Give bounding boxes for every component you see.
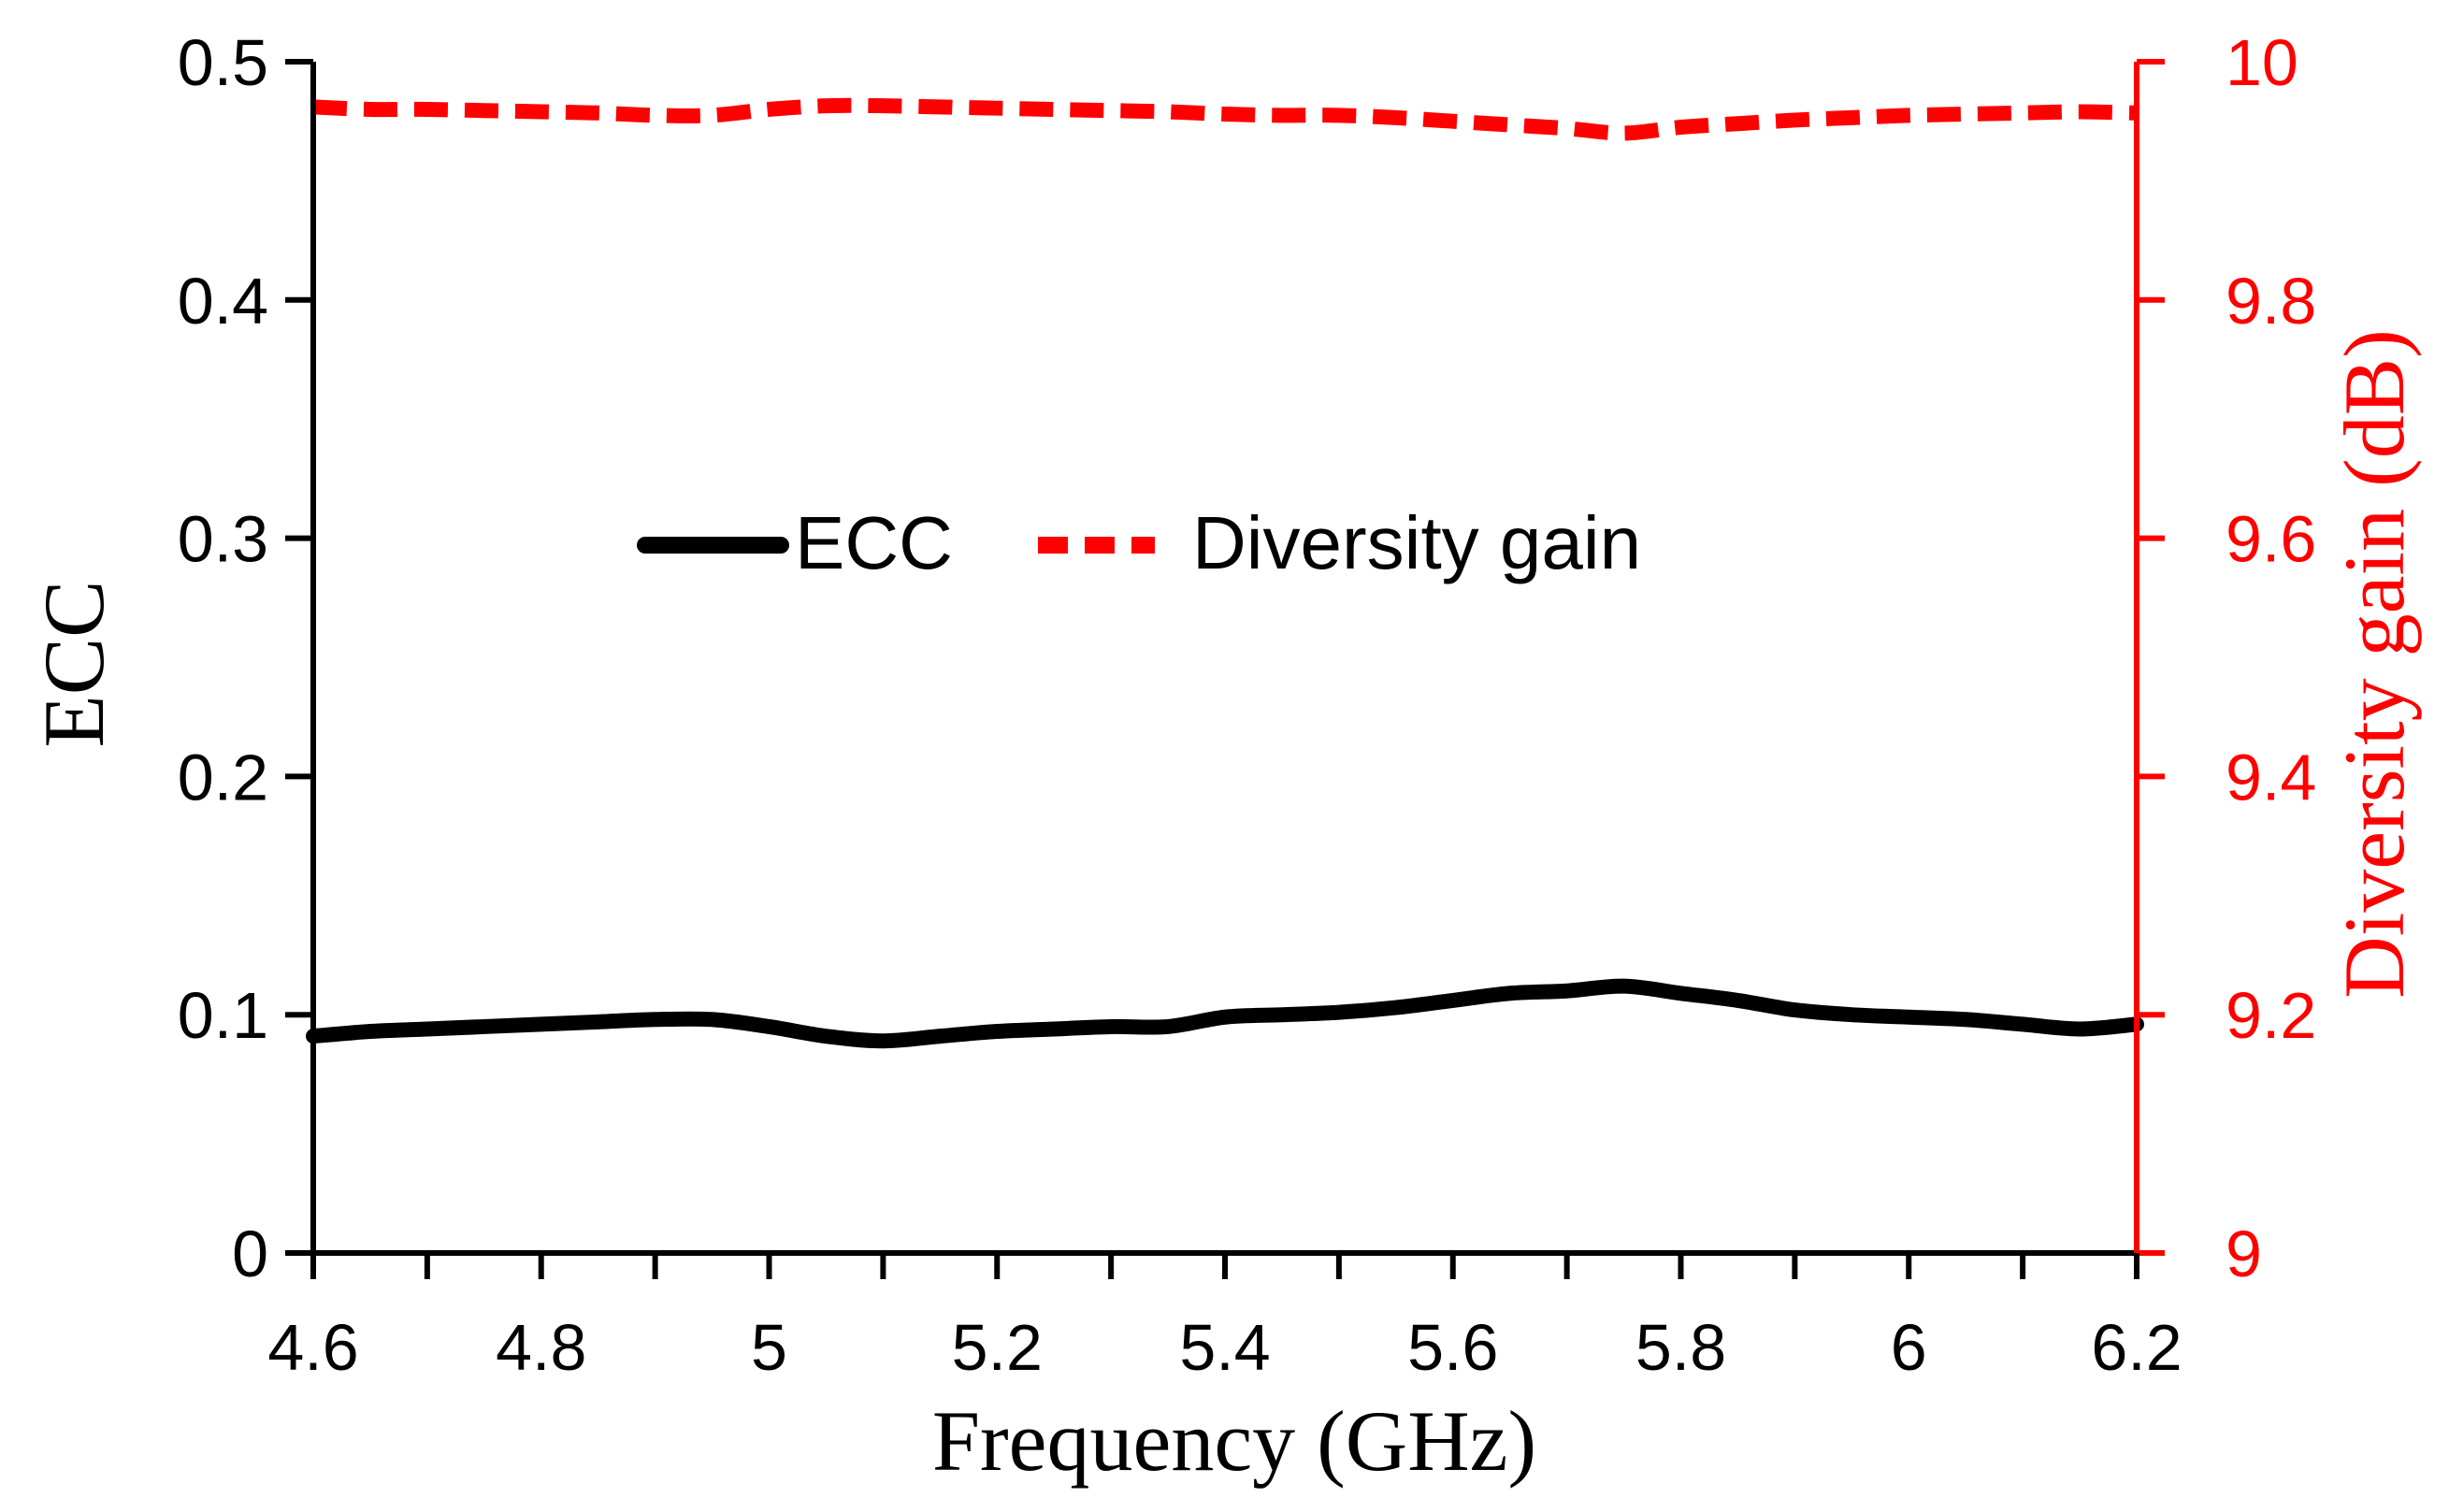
right-ticks: 9 9.2 9.4 9.6 9.8 10 (2137, 26, 2316, 1290)
ecc-line (306, 978, 2144, 1049)
diversity-gain-line (312, 97, 2138, 141)
right-tick-label: 9.6 (2226, 503, 2316, 576)
left-tick-label: 0.4 (178, 265, 268, 338)
bottom-tick-label: 5 (751, 1311, 787, 1384)
left-tick-label: 0.3 (178, 503, 268, 576)
legend: ECC Diversity gain (637, 501, 1641, 584)
bottom-tick-label: 6 (1891, 1311, 1927, 1384)
left-tick-label: 0.5 (178, 26, 268, 99)
series-layer (306, 97, 2144, 1049)
left-tick-label: 0.2 (178, 741, 268, 814)
bottom-tick-label: 4.6 (267, 1311, 358, 1384)
bottom-tick-label: 5.2 (952, 1311, 1043, 1384)
legend-diversity-label: Diversity gain (1192, 501, 1641, 584)
bottom-tick-label: 5.8 (1635, 1311, 1726, 1384)
left-tick-label: 0.1 (178, 979, 268, 1052)
bottom-tick-label: 5.4 (1179, 1311, 1270, 1384)
bottom-tick-label: 4.8 (496, 1311, 586, 1384)
x-axis-title: Frequency (GHz) (932, 1393, 1536, 1489)
left-tick-label: 0 (232, 1217, 268, 1290)
bottom-tick-label: 6.2 (2091, 1311, 2182, 1384)
right-tick-label: 9.4 (2226, 741, 2316, 814)
right-tick-label: 9.8 (2226, 265, 2316, 338)
right-tick-label: 10 (2226, 26, 2298, 99)
y2-axis-title: Diversity gain (dB) (2327, 329, 2422, 998)
bottom-tick-label: 5.6 (1407, 1311, 1498, 1384)
y-axis-title: ECC (26, 581, 122, 748)
right-tick-label: 9 (2226, 1217, 2262, 1290)
bottom-ticks: 4.6 4.8 5 5.2 5.4 5.6 5.8 6 6.2 (267, 1253, 2182, 1384)
left-ticks: 0 0.1 0.2 0.3 0.4 0.5 (178, 26, 313, 1290)
right-tick-label: 9.2 (2226, 979, 2316, 1052)
legend-ecc-label: ECC (795, 501, 953, 584)
